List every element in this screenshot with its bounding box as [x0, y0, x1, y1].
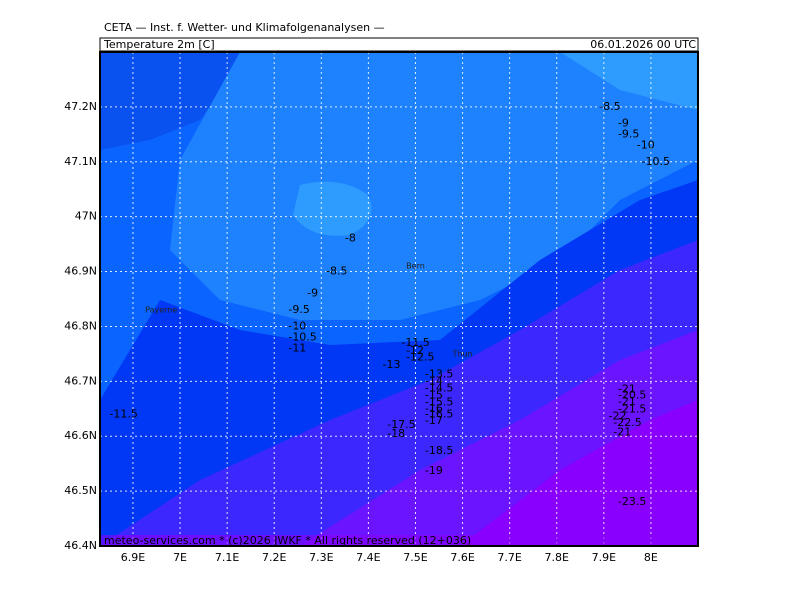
- contour-label: -13: [383, 358, 401, 371]
- footer-band: [100, 535, 698, 546]
- contour-label: -12.5: [406, 351, 434, 364]
- contour-label: -14: [425, 374, 443, 387]
- x-tick-label: 7.6E: [450, 551, 474, 564]
- contour-label: -17.5: [387, 418, 415, 431]
- contour-label: -18.5: [425, 444, 453, 457]
- contour-label: -10.5: [288, 330, 316, 343]
- x-tick-label: 7.3E: [309, 551, 333, 564]
- x-tick-label: 8E: [644, 551, 658, 564]
- x-tick-label: 7.4E: [356, 551, 380, 564]
- contour-label: -9.5: [618, 127, 639, 140]
- contour-label: -19: [425, 464, 443, 477]
- y-tick-label: 46.4N: [64, 539, 97, 552]
- contour-label: -9: [307, 287, 318, 300]
- institute: CETA — Inst. f. Wetter- und Klimafolgena…: [104, 21, 385, 34]
- contour-label: -8: [345, 232, 356, 245]
- x-tick-label: 7.9E: [592, 551, 616, 564]
- y-tick-label: 46.8N: [64, 319, 97, 332]
- x-tick-label: 7.2E: [262, 551, 286, 564]
- contour-label: -8.5: [326, 265, 347, 278]
- field: PayerneBernThun-8.5-9-9.5-10-10.5-8-8.5-…: [100, 52, 698, 547]
- contour-label: -8.5: [599, 100, 620, 113]
- contour-label: -13.5: [425, 368, 453, 381]
- contour-label: -21.5: [618, 402, 646, 415]
- variable-title: Temperature 2m [C]: [103, 38, 215, 51]
- y-tick-label: 47N: [75, 210, 97, 223]
- valid-time: 06.01.2026 00 UTC: [590, 38, 696, 51]
- x-tick-label: 6.9E: [121, 551, 145, 564]
- contour-label: -11.5: [109, 407, 137, 420]
- y-tick-label: 46.9N: [64, 265, 97, 278]
- contour-label: -20.5: [618, 389, 646, 402]
- contour-label: -23.5: [618, 495, 646, 508]
- footer: meteo-services.com * (c)2026 JWKF * All …: [104, 534, 471, 547]
- contour-label: -21: [618, 395, 636, 408]
- contour-label: -9.5: [288, 303, 309, 316]
- x-tick-label: 7.7E: [497, 551, 521, 564]
- contour-label: -16: [425, 402, 443, 415]
- y-tick-label: 46.5N: [64, 484, 97, 497]
- contour-label: -9: [618, 116, 629, 129]
- frame: [99, 51, 699, 547]
- x-tick-label: 7.5E: [403, 551, 427, 564]
- contour-label: -21: [613, 425, 631, 438]
- x-tick-label: 7.8E: [545, 551, 569, 564]
- contour-label: -18: [387, 427, 405, 440]
- contour-label: -10: [288, 319, 306, 332]
- place-label: Bern: [406, 262, 425, 271]
- place-label: Thun: [452, 349, 473, 358]
- contour-label: -22.5: [613, 416, 641, 429]
- contour-label: -21: [618, 383, 636, 396]
- contour-label: -10: [637, 138, 655, 151]
- y-tick-label: 46.6N: [64, 429, 97, 442]
- x-tick-label: 7E: [173, 551, 187, 564]
- contour-label: -17: [425, 414, 443, 427]
- contour-label: -11: [288, 341, 306, 354]
- contour-label: -10.5: [641, 155, 669, 168]
- contour-label: -15.5: [425, 396, 453, 409]
- y-tick-label: 47.1N: [64, 155, 97, 168]
- contour-label: -22: [609, 409, 627, 422]
- contour-label: -11.5: [401, 336, 429, 349]
- contour-label: -12: [406, 344, 424, 357]
- x-tick-label: 7.1E: [215, 551, 239, 564]
- contour-label: -15: [425, 389, 443, 402]
- contour-label: -14.5: [425, 381, 453, 394]
- labels: PayerneBernThun-8.5-9-9.5-10-10.5-8-8.5-…: [109, 100, 670, 508]
- place-label: Payerne: [145, 305, 177, 314]
- grid: [100, 52, 698, 546]
- y-tick-label: 47.2N: [64, 100, 97, 113]
- y-tick-label: 46.7N: [64, 374, 97, 387]
- contour-label: -16.5: [425, 407, 453, 420]
